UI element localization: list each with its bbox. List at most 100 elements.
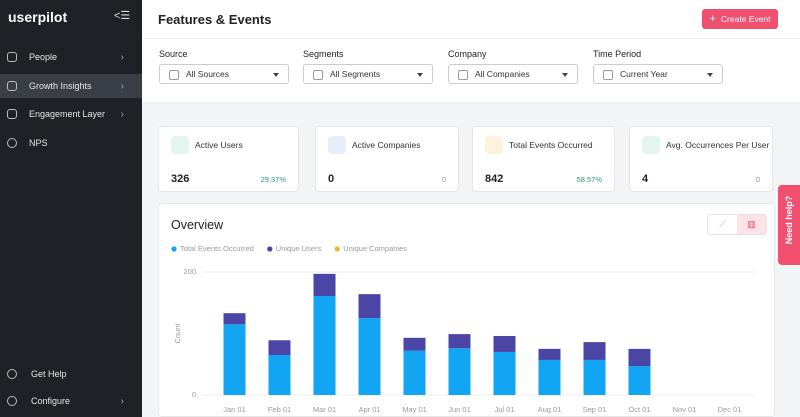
icon <box>7 369 17 379</box>
create-event-button[interactable]: + Create Event <box>702 9 778 29</box>
chevron: › <box>120 395 124 407</box>
card-change: 0 <box>755 175 760 184</box>
stat-card: Active Users 326 29.37% <box>158 126 299 192</box>
plus-icon: + <box>709 13 716 25</box>
x-tick-label: Apr 01 <box>358 405 380 414</box>
y-axis-label: Count <box>173 323 182 344</box>
chevron: › <box>120 108 124 120</box>
chevron: › <box>120 80 124 92</box>
logo[interactable]: userpilot <box>8 9 68 25</box>
menu-label: Growth Insights <box>29 81 92 91</box>
page-title: Features & Events <box>158 12 272 27</box>
bar-segment <box>268 355 291 395</box>
card-value: 0 <box>328 173 335 185</box>
menu-label: People <box>29 52 58 62</box>
footer-item[interactable]: Get Help <box>0 362 142 386</box>
card-title: Active Users <box>195 140 243 150</box>
stat-card: Avg. Occurrences Per User 4 0 <box>629 126 773 192</box>
bar-segment <box>358 318 381 395</box>
filter-label: Time Period <box>593 49 642 59</box>
bar-segment <box>538 348 561 360</box>
icon <box>328 136 346 154</box>
legend-label: Total Events Occurred <box>180 244 254 253</box>
legend-dot <box>267 246 273 252</box>
bar-segment <box>448 334 471 349</box>
sidebar: userpilot <☰ People › Growth Insights › En… <box>0 0 142 417</box>
icon <box>7 81 17 91</box>
card-value: 326 <box>171 173 190 185</box>
legend-dot <box>171 246 177 252</box>
line-toggle[interactable]: ⟋ <box>719 219 726 229</box>
footer-item[interactable]: Configure › <box>0 389 142 413</box>
x-tick-label: Nov 01 <box>673 405 697 414</box>
x-tick-label: Jun 01 <box>448 405 471 414</box>
bar-segment <box>403 337 426 351</box>
bar-segment <box>628 366 651 395</box>
help-label: Need help? <box>784 195 794 245</box>
x-tick-label: Dec 01 <box>718 405 742 414</box>
bar-segment <box>313 273 336 296</box>
icon <box>7 109 17 119</box>
filters: Source All Sources Segments All Segments… <box>142 39 800 102</box>
filter-dropdown[interactable]: Current Year <box>593 64 723 84</box>
bar-segment <box>223 313 246 325</box>
card-value: 842 <box>485 173 504 185</box>
x-tick-label: Oct 01 <box>628 405 650 414</box>
menu-item-active[interactable]: Growth Insights › <box>0 74 142 98</box>
filter-dropdown[interactable]: All Segments <box>303 64 433 84</box>
legend-label: Unique Companies <box>343 244 407 253</box>
legend-label: Unique Users <box>276 244 322 253</box>
icon <box>7 52 17 62</box>
chart: Total Events Occurred Unique Users Unique … <box>171 244 755 414</box>
footer-label: Configure <box>31 396 71 406</box>
bar-segment <box>583 359 606 395</box>
button-label: Create Event <box>720 14 771 24</box>
bar-segment <box>358 294 381 319</box>
x-tick-label: Feb 01 <box>268 405 291 414</box>
bar-segment <box>403 350 426 395</box>
chart-toggle: ⟋ ▥ <box>707 214 767 235</box>
icon <box>7 396 17 406</box>
card-change: 58.57% <box>576 175 602 184</box>
menu-item[interactable]: NPS <box>0 131 142 155</box>
bar-segment <box>448 348 471 395</box>
icon <box>485 136 503 154</box>
header: Features & Events + Create Event <box>142 0 800 39</box>
icon <box>171 136 189 154</box>
chevron: › <box>120 51 124 63</box>
x-tick-label: Jan 01 <box>223 405 246 414</box>
bar-segment <box>493 351 516 395</box>
filter-dropdown[interactable]: All Companies <box>448 64 578 84</box>
card-change: 0 <box>441 175 446 184</box>
menu-item[interactable]: People › <box>0 45 142 69</box>
card-change: 29.37% <box>260 175 286 184</box>
icon <box>7 138 17 148</box>
bar-segment <box>583 342 606 360</box>
help-tab[interactable]: Need help? <box>778 185 800 265</box>
stat-card: Total Events Occurred 842 58.57% <box>472 126 615 192</box>
stat-card: Active Companies 0 0 <box>315 126 459 192</box>
x-tick-label: Mar 01 <box>313 405 336 414</box>
overview-title: Overview <box>171 218 224 232</box>
bar-segment <box>493 335 516 352</box>
x-tick-label: May 01 <box>402 405 427 414</box>
bar-toggle[interactable]: ▥ <box>737 215 766 234</box>
filter-label: Segments <box>303 49 344 59</box>
card-title: Avg. Occurrences Per User <box>666 140 770 150</box>
legend-dot <box>334 246 340 252</box>
menu-label: Engagement Layer <box>29 109 106 119</box>
card-value: 4 <box>642 173 649 185</box>
y-tick-label: 0 <box>192 390 196 399</box>
bar-segment <box>313 295 336 395</box>
card-title: Active Companies <box>352 140 421 150</box>
icon <box>642 136 660 154</box>
filter-dropdown[interactable]: All Sources <box>159 64 289 84</box>
menu-item[interactable]: Engagement Layer › <box>0 102 142 126</box>
collapse-button[interactable]: <☰ <box>114 10 131 22</box>
x-tick-label: Sep 01 <box>583 405 607 414</box>
x-tick-label: Aug 01 <box>538 405 562 414</box>
bar-segment <box>538 359 561 395</box>
bar-segment <box>268 340 291 356</box>
